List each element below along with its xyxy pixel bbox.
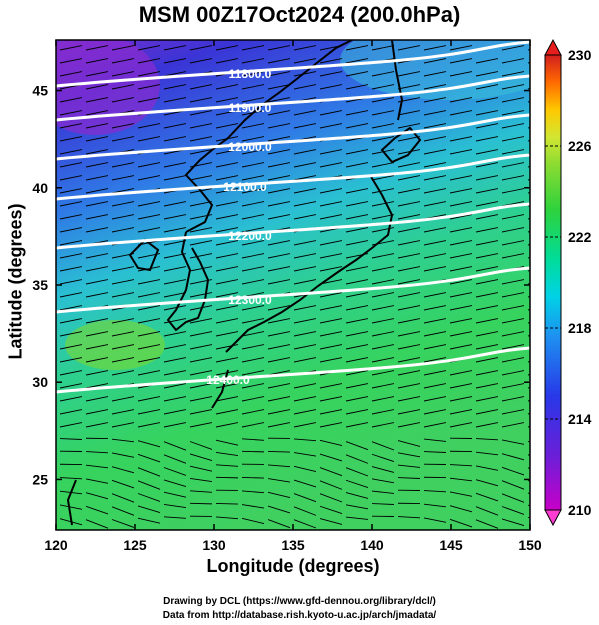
credit-data: Data from http://database.rish.kyoto-u.a…: [162, 610, 437, 621]
warm-shading-northeast: [340, 40, 530, 100]
wind-streamline: [59, 396, 530, 402]
colorbar-tick-label: 222: [568, 229, 592, 245]
wind-streamline: [59, 214, 530, 220]
x-tick-label: 140: [360, 537, 384, 553]
wind-streamline: [59, 476, 530, 490]
wind-streamline: [59, 253, 530, 259]
height-contour-line: [56, 202, 530, 250]
wind-streamline: [59, 123, 530, 129]
wind-streamline: [59, 409, 530, 415]
wind-vector-field: [59, 45, 530, 529]
x-axis-label: Longitude (degrees): [206, 556, 380, 576]
wind-streamline: [59, 463, 530, 477]
y-axis: 25 30 35 40 45: [32, 83, 530, 487]
x-tick-label: 145: [439, 537, 463, 553]
wind-streamline: [59, 266, 530, 272]
wind-streamline: [59, 502, 530, 516]
height-contour-label: 12200.0: [228, 229, 272, 243]
wind-streamline: [59, 344, 530, 350]
height-contour-line: [56, 40, 530, 88]
x-tick-label: 135: [281, 537, 305, 553]
wind-streamline: [59, 318, 530, 324]
height-contour-label: 12300.0: [228, 293, 272, 307]
colorbar-tick-label: 210: [568, 502, 592, 518]
x-tick-label: 150: [518, 537, 542, 553]
x-tick-label: 120: [44, 537, 68, 553]
y-tick-label: 35: [32, 277, 48, 293]
x-tick-label: 130: [202, 537, 226, 553]
chart-title: MSM 00Z17Oct2024 (200.0hPa): [138, 2, 461, 27]
wind-streamline: [59, 437, 530, 451]
x-tick-label: 125: [123, 537, 147, 553]
warm-shading-west: [65, 320, 165, 370]
wind-streamline: [59, 357, 530, 363]
wind-streamline: [59, 84, 530, 90]
y-axis-label: Latitude (degrees): [5, 203, 26, 360]
colorbar-tick-label: 214: [568, 411, 592, 427]
colorbar-tick-label: 230: [568, 47, 592, 63]
height-contour-line: [56, 113, 530, 161]
colorbar: 230 226 222 218 214 210: [544, 38, 592, 527]
x-axis: 120 125 130 135 140 145 150: [44, 40, 542, 553]
wind-streamline: [59, 422, 530, 428]
height-contours: 11800.0 11900.0 12000.0 12100.0 12200.0 12300…: [56, 40, 530, 394]
height-contour-label: 11900.0: [229, 101, 272, 115]
colorbar-min-arrow: [544, 509, 562, 527]
wind-streamline: [59, 450, 530, 464]
height-contour-label: 12100.0: [223, 180, 267, 194]
cold-core-shading: [56, 40, 160, 135]
y-tick-label: 25: [32, 471, 48, 487]
wind-streamline: [59, 305, 530, 311]
wind-streamline: [59, 201, 530, 207]
height-contour-label: 12000.0: [228, 140, 272, 154]
colorbar-max-arrow: [544, 38, 562, 56]
y-tick-label: 30: [32, 374, 48, 390]
colorbar-tick-label: 226: [568, 138, 592, 154]
height-contour-line: [56, 266, 530, 314]
height-contour-label: 12400.0: [206, 373, 250, 387]
height-contour-label: 11800.0: [229, 67, 272, 81]
height-contour-line: [56, 153, 530, 201]
height-contour-line: [56, 74, 530, 122]
height-contour-line: [56, 346, 530, 394]
y-tick-label: 45: [32, 83, 48, 99]
wind-streamline: [59, 331, 530, 337]
colorbar-tick-label: 218: [568, 320, 592, 336]
wind-streamline: [59, 162, 530, 168]
credit-drawing: Drawing by DCL (https://www.gfd-dennou.o…: [163, 596, 436, 607]
y-tick-label: 40: [32, 180, 48, 196]
